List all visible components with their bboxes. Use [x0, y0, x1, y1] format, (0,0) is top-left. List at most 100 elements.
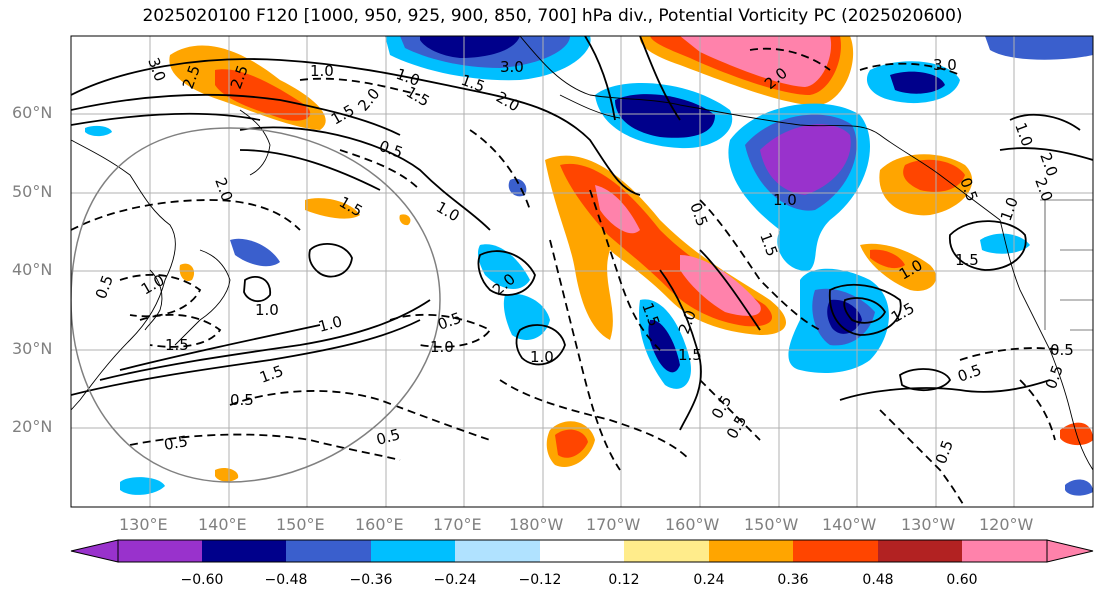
shade-positive: [595, 185, 640, 234]
colorbar-segment: [793, 540, 878, 562]
shade-negative: [827, 299, 862, 334]
shade-negative: [985, 36, 1093, 60]
colorbar-tick-label: 0.24: [693, 572, 725, 588]
pv-contour: [879, 409, 966, 507]
contour-label: 0.5: [230, 391, 254, 409]
lon-label: 160°W: [665, 515, 720, 534]
pv-contour: [499, 379, 691, 461]
colorbar-segment: [540, 540, 624, 562]
pv-contour: [477, 250, 536, 296]
lon-label: 140°W: [822, 515, 877, 534]
contour-label: 1.0: [316, 312, 344, 336]
contour-label: 1.0: [255, 301, 279, 319]
pv-contour: [699, 379, 761, 441]
divergence-shading: [85, 36, 1093, 496]
colorbar-segment: [962, 540, 1047, 562]
coastline-asia: [71, 139, 176, 411]
colorbar-arrow-left: [70, 539, 119, 563]
shade-positive: [305, 198, 360, 219]
pv-contour: [949, 220, 1027, 271]
colorbar-segment: [286, 540, 371, 562]
shade-negative: [420, 36, 520, 58]
pv-contour: [584, 36, 616, 121]
colorbar-tick-label: 0.36: [777, 572, 809, 588]
pv-contour: [299, 77, 421, 96]
shade-positive: [179, 263, 195, 281]
pv-contour: [139, 313, 222, 348]
lon-label: 170°W: [586, 515, 641, 534]
pv-contour: [699, 249, 761, 331]
colorbar-arrow-right: [1046, 539, 1094, 563]
range-circle: [71, 127, 441, 483]
colorbar-tick-label: −0.60: [180, 572, 224, 588]
pv-contour: [229, 390, 491, 441]
colorbar-segment: [709, 540, 793, 562]
pv-contour: [389, 313, 492, 348]
lon-label: 150°E: [276, 515, 325, 534]
coastline-japan: [174, 249, 231, 346]
coastlines: [71, 36, 1093, 471]
colorbar-tick-label: −0.24: [433, 572, 477, 588]
contour-label: 3.0: [933, 56, 957, 74]
shade-negative: [615, 94, 715, 138]
shade-positive: [870, 249, 905, 269]
contour-label: 1.5: [678, 346, 702, 364]
colorbar-segment: [624, 540, 709, 562]
lat-label: 40°N: [12, 260, 53, 279]
pv-contour: [239, 149, 381, 191]
pv-contour: [71, 319, 421, 396]
map-title: 2025020100 F120 [1000, 950, 925, 900, 85…: [142, 6, 963, 26]
pv-contour: [859, 62, 961, 76]
map-frame: [70, 35, 1094, 508]
shade-negative: [477, 244, 530, 290]
coastline-na-west: [999, 219, 1093, 471]
pv-contour: [839, 379, 1051, 401]
colorbar-segment: [455, 540, 540, 562]
colorbar-tick-label: −0.48: [264, 572, 308, 588]
colorbar: [70, 539, 1094, 563]
lon-label: 150°W: [744, 515, 799, 534]
lon-label: 160°E: [355, 515, 404, 534]
shade-negative: [890, 71, 945, 94]
pv-contour: [129, 433, 401, 461]
colorbar-tick-label: 0.60: [946, 572, 978, 588]
lon-label: 120°W: [979, 515, 1034, 534]
lon-label: 130°E: [119, 515, 168, 534]
pv-contour: [71, 58, 641, 196]
contour-label: 1.0: [310, 62, 334, 80]
contour-label: 1.5: [955, 251, 979, 269]
lon-label: 140°E: [198, 515, 247, 534]
contour-label: 3.0: [500, 58, 524, 76]
colorbar-tick-label: 0.48: [862, 572, 894, 588]
coastline-alaska: [519, 36, 1001, 221]
contour-label: 0.5: [374, 425, 402, 449]
pv-contours-solid: [71, 36, 1093, 431]
pv-contour: [119, 324, 321, 371]
lat-label: 30°N: [12, 339, 53, 358]
pv-contour: [71, 93, 401, 136]
pv-contour: [239, 126, 491, 231]
colorbar-tick-label: −0.36: [349, 572, 393, 588]
pv-contour: [589, 189, 661, 351]
shade-negative: [980, 233, 1030, 254]
contour-label: 1.0: [430, 338, 454, 356]
lat-label: 20°N: [12, 417, 53, 436]
pv-contour: [515, 324, 566, 366]
shade-negative: [760, 124, 851, 195]
contour-label: 1.5: [165, 336, 189, 354]
pv-contour: [749, 47, 831, 71]
shade-positive: [399, 214, 411, 226]
shade-positive: [680, 36, 832, 87]
lon-label: 170°E: [433, 515, 482, 534]
pv-contour: [71, 112, 261, 126]
contour-label: 1.0: [773, 191, 797, 209]
pv-contour: [339, 149, 421, 191]
pv-contour: [1019, 379, 1056, 441]
shade-negative: [648, 319, 680, 373]
pv-contour: [959, 347, 1061, 361]
pv-contour: [1009, 113, 1081, 131]
lon-label: 130°W: [901, 515, 956, 534]
shade-negative: [1065, 479, 1093, 496]
pv-contour: [639, 36, 681, 121]
pv-contour: [999, 147, 1093, 161]
